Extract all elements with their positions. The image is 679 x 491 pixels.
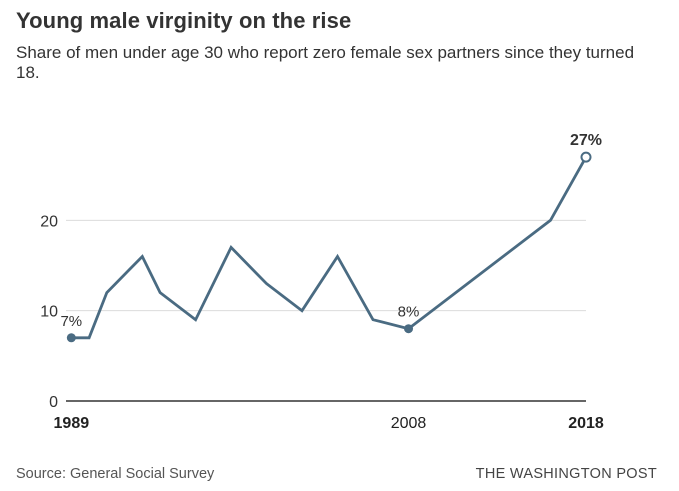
y-tick-label-0: 0 [49, 394, 58, 411]
marker-2018 [580, 151, 592, 163]
series-line-0 [71, 156, 588, 340]
axis-layer: 0 10 20 1989 2008 2018 [40, 213, 604, 432]
data-label-2018: 27% [570, 132, 602, 149]
annotation-layer: 7% 8% 27% [60, 132, 602, 343]
grid-layer [66, 219, 586, 312]
data-label-2008: 8% [398, 304, 420, 321]
y-tick-label-10: 10 [40, 304, 58, 321]
x-tick-label-1989: 1989 [54, 415, 90, 432]
y-tick-label-20: 20 [40, 213, 58, 230]
x-tick-label-2018: 2018 [568, 415, 604, 432]
marker-2008 [404, 324, 414, 334]
source-note: Source: General Social Survey [16, 466, 215, 482]
chart-title: Young male virginity on the rise [16, 8, 352, 33]
chart-subtitle: Share of men under age 30 who report zer… [16, 43, 635, 82]
publisher-credit: THE WASHINGTON POST [475, 466, 657, 482]
x-tick-label-2008: 2008 [391, 415, 427, 432]
marker-1989 [66, 333, 76, 343]
line-layer [71, 156, 588, 340]
data-label-1989: 7% [60, 313, 82, 330]
